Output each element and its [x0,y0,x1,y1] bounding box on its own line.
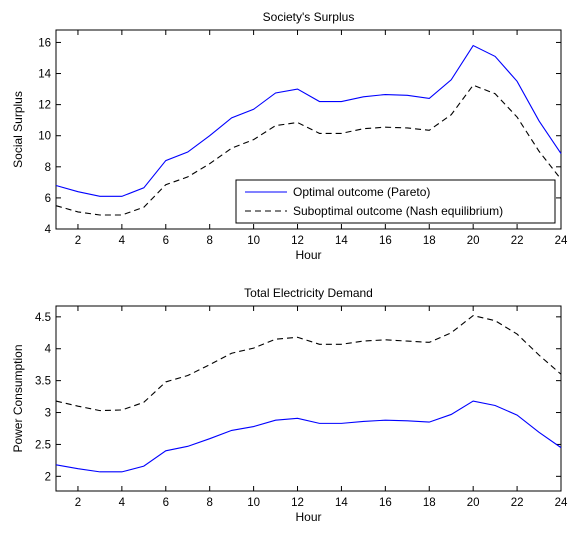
chart-title: Total Electricity Demand [244,286,373,300]
x-tick-label: 20 [467,235,480,247]
x-tick-label: 14 [335,235,348,247]
x-tick-label: 16 [379,497,392,509]
x-tick-label: 8 [206,497,212,509]
x-tick-label: 22 [511,497,524,509]
y-tick-label: 4.5 [35,312,51,324]
legend: Optimal outcome (Pareto) Suboptimal outco… [235,179,556,224]
axes-box [55,29,562,230]
legend-label: Suboptimal outcome (Nash equilibrium) [293,204,503,218]
series-line-2 [55,84,562,216]
x-tick-label: 2 [75,497,81,509]
x-tick-label: 6 [163,235,169,247]
x-tick-label: 4 [119,235,126,247]
x-tick-label: 18 [423,235,436,247]
x-tick-label: 10 [247,497,260,509]
y-tick-label: 2 [45,471,51,483]
x-tick-label: 2 [75,235,81,247]
x-tick-label: 6 [163,497,169,509]
axes-box [55,305,562,492]
x-tick-label: 18 [423,497,436,509]
series-line-1 [55,400,562,473]
x-tick-label: 24 [555,497,568,509]
y-tick-label: 2.5 [35,439,51,451]
y-tick-label: 6 [45,193,51,205]
chart-title: Society's Surplus [263,10,355,24]
x-tick-label: 8 [206,235,212,247]
x-tick-label: 20 [467,497,480,509]
x-tick-label: 22 [511,235,524,247]
series-line-1 [55,44,562,197]
x-tick-label: 24 [555,235,568,247]
y-axis-label: Social Surplus [11,91,25,168]
x-tick-label: 12 [291,235,304,247]
x-tick-label: 12 [291,497,304,509]
y-axis-label: Power Consumption [11,344,25,452]
y-tick-label: 12 [38,100,51,112]
y-tick-label: 14 [38,69,51,81]
y-tick-label: 4 [45,344,52,356]
y-tick-label: 8 [45,162,51,174]
y-tick-label: 16 [38,37,51,49]
x-tick-label: 14 [335,497,348,509]
y-tick-label: 4 [45,224,52,236]
x-axis-label: Hour [295,248,321,262]
y-tick-label: 10 [38,131,51,143]
legend-box [235,179,556,224]
x-tick-label: 16 [379,235,392,247]
x-tick-label: 4 [119,497,126,509]
y-tick-label: 3 [45,408,51,420]
legend-label: Optimal outcome (Pareto) [293,185,430,199]
y-tick-label: 3.5 [35,376,51,388]
x-tick-label: 10 [247,235,260,247]
x-axis-label: Hour [295,510,321,524]
series-line-2 [55,314,562,412]
